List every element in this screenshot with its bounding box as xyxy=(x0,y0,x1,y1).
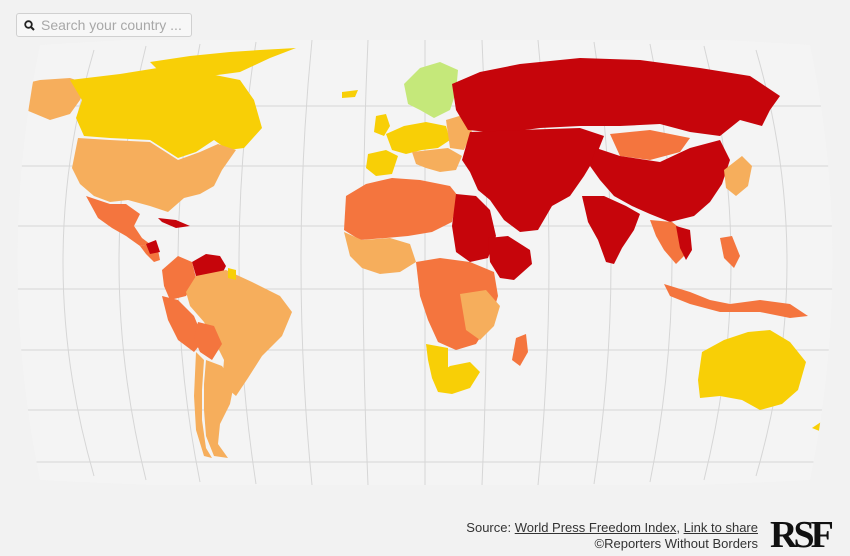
country-italy-balkans[interactable] xyxy=(412,148,462,172)
search-input[interactable] xyxy=(41,17,191,33)
country-australia[interactable] xyxy=(698,330,806,410)
source-line: Source: World Press Freedom Index, Link … xyxy=(466,520,758,536)
country-western-europe[interactable] xyxy=(386,122,450,154)
country-china[interactable] xyxy=(590,140,730,222)
country-madagascar[interactable] xyxy=(512,334,528,366)
country-south-africa[interactable] xyxy=(432,362,480,394)
country-peru[interactable] xyxy=(162,296,204,352)
country-canada-islands[interactable] xyxy=(150,48,296,76)
country-usa[interactable] xyxy=(72,138,236,212)
rsf-logo: RSF xyxy=(770,514,834,556)
country-egypt-sudan[interactable] xyxy=(452,194,496,262)
source-prefix: Source: xyxy=(466,520,515,535)
country-iberia[interactable] xyxy=(366,150,398,176)
country-greenland[interactable] xyxy=(342,90,358,98)
country-india[interactable] xyxy=(582,196,640,264)
country-horn-of-africa[interactable] xyxy=(488,236,532,280)
search-icon xyxy=(24,19,35,31)
world-map xyxy=(0,40,850,485)
country-middle-east-central-asia[interactable] xyxy=(462,128,604,232)
country-east-africa[interactable] xyxy=(460,290,500,340)
search-box[interactable] xyxy=(16,13,192,37)
world-press-freedom-index-link[interactable]: World Press Freedom Index xyxy=(514,520,677,535)
country-uk[interactable] xyxy=(374,114,390,136)
country-cuba[interactable] xyxy=(158,218,190,228)
country-philippines[interactable] xyxy=(720,236,740,268)
country-colombia[interactable] xyxy=(162,256,196,300)
country-russia[interactable] xyxy=(452,58,780,136)
country-guyanas[interactable] xyxy=(228,268,236,280)
country-alaska[interactable] xyxy=(14,78,88,120)
copyright: ©Reporters Without Borders xyxy=(594,536,758,551)
country-chile[interactable] xyxy=(194,352,212,458)
country-canada[interactable] xyxy=(70,66,262,158)
source-separator: , xyxy=(676,520,684,535)
country-nicaragua[interactable] xyxy=(146,240,160,254)
country-brazil[interactable] xyxy=(186,270,292,396)
country-korea-japan[interactable] xyxy=(724,156,752,196)
country-mexico[interactable] xyxy=(86,196,150,246)
map-footer: Source: World Press Freedom Index, Link … xyxy=(466,520,758,552)
country-north-africa[interactable] xyxy=(344,178,458,240)
country-argentina[interactable] xyxy=(204,360,234,458)
country-west-africa[interactable] xyxy=(344,232,416,274)
country-scandinavia[interactable] xyxy=(404,62,458,118)
link-to-share[interactable]: Link to share xyxy=(683,520,758,535)
country-bolivia[interactable] xyxy=(194,322,222,360)
country-indonesia[interactable] xyxy=(664,284,808,318)
country-mongolia[interactable] xyxy=(610,130,690,160)
country-vietnam[interactable] xyxy=(676,226,692,260)
